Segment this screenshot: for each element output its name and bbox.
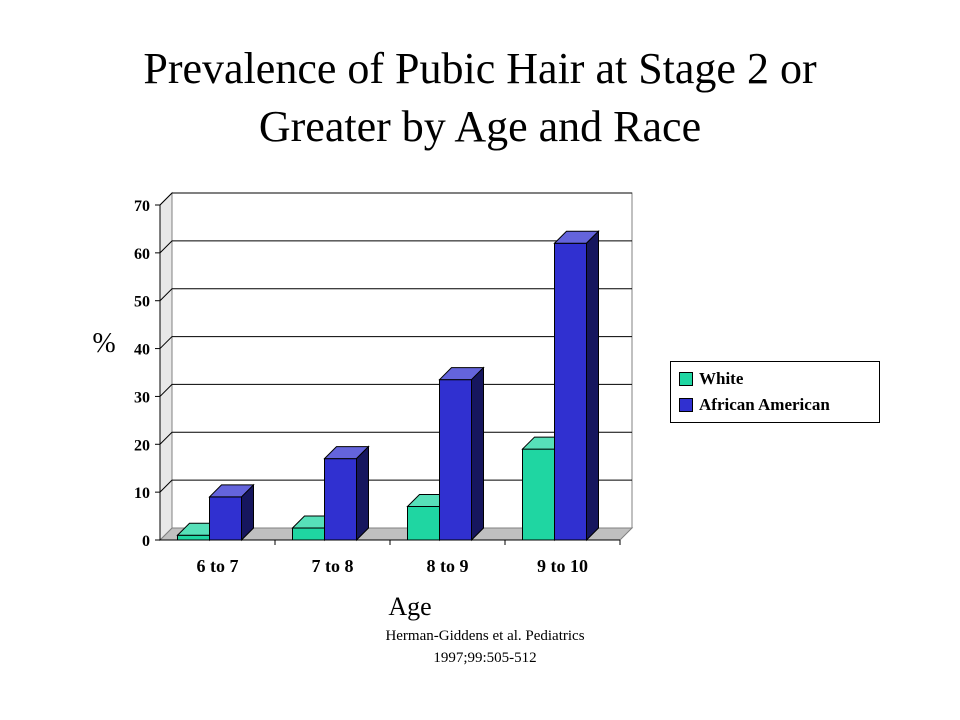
y-tick-label: 40 <box>134 342 150 359</box>
gridline <box>159 336 632 349</box>
legend-item-white: White <box>679 369 743 389</box>
y-tick-label: 20 <box>134 437 150 454</box>
x-tick-label: 8 to 9 <box>427 556 469 576</box>
y-tick-label: 60 <box>134 246 150 263</box>
y-tick-label: 50 <box>134 294 150 311</box>
gridline <box>159 192 632 206</box>
x-tick-label: 7 to 8 <box>312 556 354 576</box>
source-citation: Herman-Giddens et al. Pediatrics 1997;99… <box>340 625 630 669</box>
source-line-1: Herman-Giddens et al. Pediatrics <box>385 628 585 644</box>
legend-swatch-white <box>679 372 693 386</box>
legend-item-african-american: African American <box>679 395 830 415</box>
y-axis-label: % <box>92 328 115 359</box>
y-tick-label: 30 <box>134 389 150 406</box>
title-line-2: Greater by Age and Race <box>258 102 702 151</box>
y-tick-label: 0 <box>142 533 150 550</box>
bar-african-american-8-to-9 <box>438 366 485 542</box>
chart-title: Prevalence of Pubic Hair at Stage 2 or G… <box>0 40 960 156</box>
legend-label-white: White <box>699 369 744 388</box>
gridline <box>159 288 632 302</box>
y-tick-label: 10 <box>134 485 150 502</box>
bar-african-american-7-to-8 <box>323 445 370 542</box>
bar-african-american-6-to-7 <box>208 483 255 542</box>
bar-african-american-9-to-10 <box>553 230 600 542</box>
title-line-1: Prevalence of Pubic Hair at Stage 2 or <box>143 44 817 93</box>
x-tick-label: 9 to 10 <box>537 556 588 576</box>
x-axis-label: Age <box>388 592 432 621</box>
source-line-2: 1997;99:505-512 <box>433 650 537 666</box>
legend-label-african-american: African American <box>699 395 830 414</box>
plot-side-wall <box>159 191 173 542</box>
legend-swatch-african-american <box>679 398 693 412</box>
gridline <box>159 240 632 254</box>
y-tick-label: 70 <box>134 198 150 215</box>
legend: White African American <box>670 361 880 423</box>
x-tick-label: 6 to 7 <box>197 556 239 576</box>
